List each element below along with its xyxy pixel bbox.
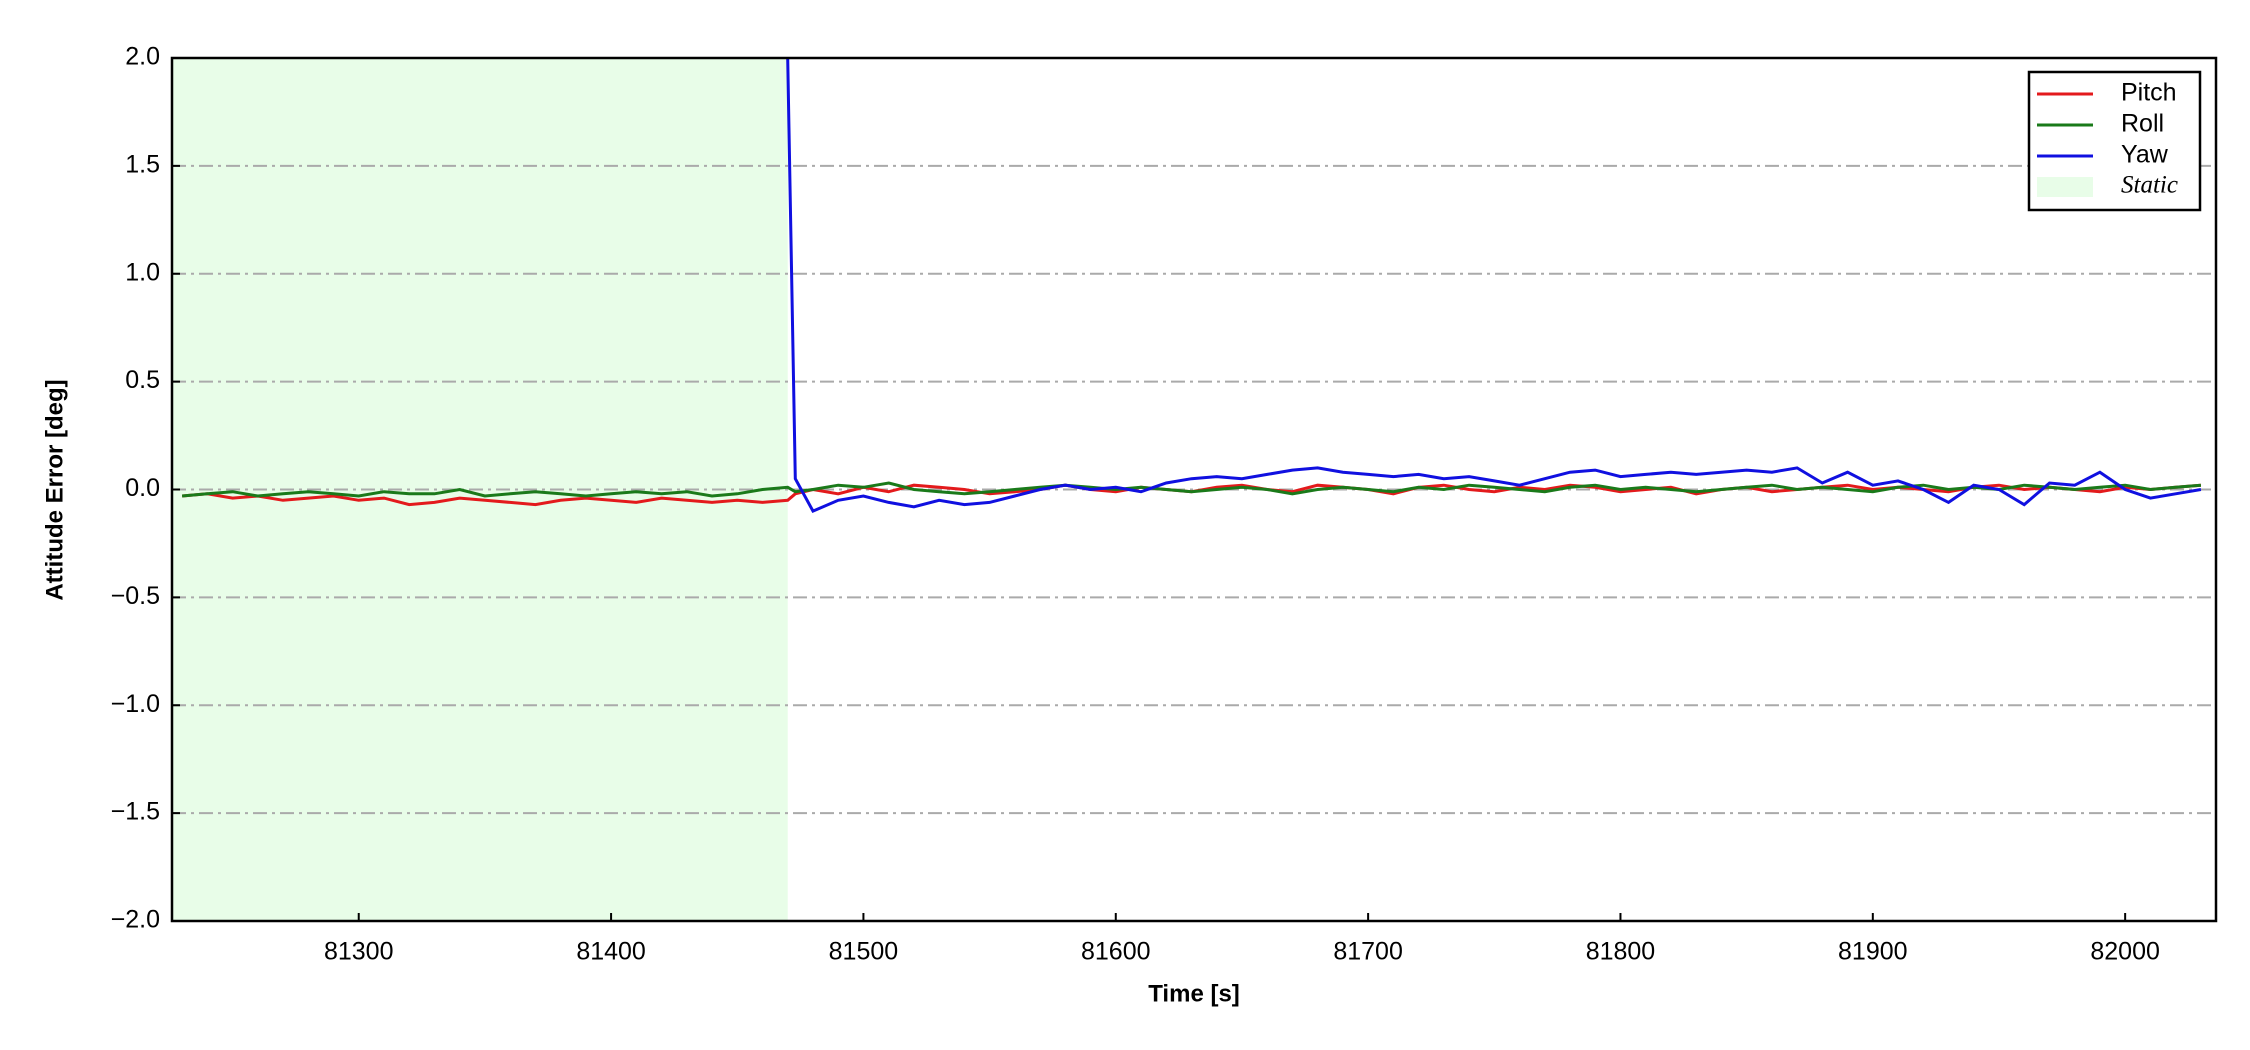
y-axis-label: Attitude Error [deg] (41, 379, 68, 600)
x-tick-label: 82000 (2090, 938, 2160, 966)
x-tick-label: 81600 (1081, 938, 1151, 966)
y-tick-label: 2.0 (125, 43, 160, 71)
x-tick-label: 81700 (1333, 938, 1403, 966)
x-tick-label: 81300 (324, 938, 394, 966)
legend-label: Roll (2121, 110, 2164, 138)
y-tick-label: 1.0 (125, 258, 160, 286)
y-tick-label: 0.0 (125, 474, 160, 502)
legend-label: Static (2121, 172, 2178, 199)
x-tick-label: 81500 (829, 938, 899, 966)
legend-label: Yaw (2121, 141, 2169, 169)
legend-swatch (2037, 177, 2093, 197)
series-line (786, 58, 2202, 514)
y-tick-label: −1.0 (111, 690, 160, 718)
y-tick-label: −2.0 (111, 906, 160, 934)
x-tick-label: 81900 (1838, 938, 1908, 966)
x-tick-label: 81400 (576, 938, 646, 966)
y-tick-label: −1.5 (111, 798, 160, 826)
y-tick-label: 0.5 (125, 366, 160, 394)
legend-label: Pitch (2121, 79, 2177, 107)
x-tick-label: 81800 (1586, 938, 1656, 966)
x-axis-label: Time [s] (1148, 980, 1240, 1007)
y-tick-label: −0.5 (111, 582, 160, 610)
y-tick-label: 1.5 (125, 150, 160, 178)
series-line (181, 481, 2202, 498)
